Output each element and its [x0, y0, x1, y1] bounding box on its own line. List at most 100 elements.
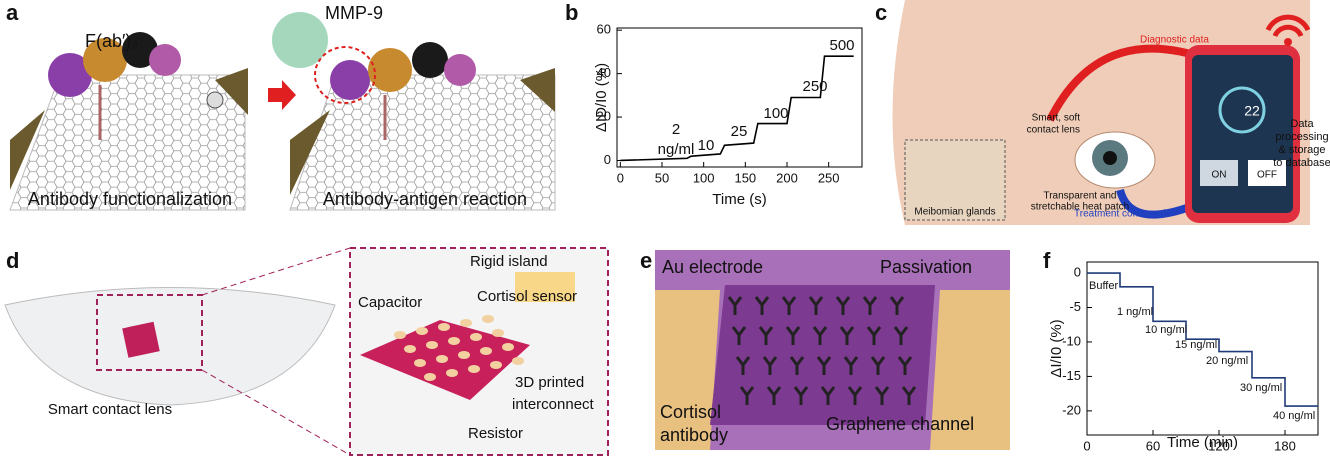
x-tick-label: 0 [1083, 438, 1090, 453]
y-tick-label: -15 [1062, 368, 1081, 383]
panel-label: f [1043, 248, 1051, 273]
panel-label: a [6, 0, 19, 25]
annotation: 100 [763, 105, 788, 122]
pad [458, 351, 470, 359]
y-tick-label: 60 [597, 22, 611, 37]
annotation: Diagnostic data [1140, 35, 1209, 46]
caption: Antibody-antigen reaction [323, 189, 527, 209]
pad [448, 337, 460, 345]
arrow [268, 80, 296, 110]
annotation: & storage [1278, 144, 1325, 156]
y-axis-label: ΔI/I0 (%) [1048, 319, 1065, 377]
annotation: 3D printed [515, 374, 584, 391]
annotation: Transparent and [1043, 191, 1116, 202]
annotation: 15 ng/ml [1175, 339, 1217, 351]
annotation: 25 [731, 123, 748, 140]
y-axis-label: ΔID/I0 (%) [593, 63, 610, 132]
annotation: Graphene channel [826, 414, 974, 434]
annotation: Cortisol sensor [477, 288, 577, 305]
pad [468, 365, 480, 373]
x-tick-label: 200 [776, 170, 798, 185]
pad [492, 329, 504, 337]
annotation: 250 [802, 78, 827, 95]
panel-label: c [875, 0, 887, 25]
x-axis-label: Time (min) [1167, 434, 1238, 451]
zoom-line [202, 248, 350, 295]
panel-c: c Diagnostic data Smart, soft contact le… [875, 0, 1310, 225]
pad [436, 355, 448, 363]
annotation: Au electrode [662, 257, 763, 277]
pad [446, 369, 458, 377]
annotation: 10 ng/ml [1145, 324, 1187, 336]
pad [416, 327, 428, 335]
panel-label: d [6, 248, 19, 273]
button-label: OFF [1257, 170, 1277, 181]
annotation: Cortisol [660, 402, 721, 422]
annotation: Smart, soft [1032, 113, 1081, 124]
annotation: 2 [672, 121, 680, 138]
channel [710, 285, 935, 425]
pad [426, 341, 438, 349]
annotation: Passivation [880, 257, 972, 277]
wifi-icon [1284, 38, 1292, 46]
panel-label: b [565, 0, 578, 25]
x-tick-label: 0 [617, 170, 624, 185]
annotation: Meibomian glands [914, 207, 995, 218]
panel-a: a F(ab′)₂ MMP-9 Antibody functionalizati… [6, 0, 555, 210]
plot-frame [617, 28, 862, 167]
annotation: Treatment command [1074, 209, 1166, 220]
molecule [207, 92, 223, 108]
annotation: Smart contact lens [48, 401, 172, 418]
phone-value: 22 [1244, 103, 1260, 119]
y-tick-label: 0 [1074, 264, 1081, 279]
y-tick-label: -5 [1069, 299, 1081, 314]
data-line [620, 56, 853, 160]
annotation: Resistor [468, 425, 523, 442]
button-label: ON [1212, 170, 1227, 181]
pad [502, 343, 514, 351]
annotation: interconnect [512, 396, 595, 413]
x-tick-label: 180 [1274, 438, 1296, 453]
pad [460, 319, 472, 327]
pad [414, 359, 426, 367]
pad [424, 373, 436, 381]
pad [394, 331, 406, 339]
annotation: 500 [829, 37, 854, 54]
y-tick-label: -20 [1062, 402, 1081, 417]
annotation: Buffer [1089, 280, 1118, 292]
zoom-line [202, 370, 350, 455]
annotation: ng/ml [658, 141, 695, 158]
annotation: to database [1273, 157, 1330, 169]
x-axis-label: Time (s) [712, 191, 766, 208]
x-tick-label: 150 [734, 170, 756, 185]
annotation: contact lens [1027, 125, 1080, 136]
caption: Antibody functionalization [28, 189, 232, 209]
panel-e: e Au electrode Passivation Cortisol anti… [640, 248, 1010, 450]
annotation: Capacitor [358, 294, 422, 311]
pupil [1103, 151, 1117, 165]
x-tick-label: 250 [818, 170, 840, 185]
antigen-label: MMP-9 [325, 3, 383, 23]
annotation: 30 ng/ml [1240, 382, 1282, 394]
pad [482, 315, 494, 323]
annotation: 40 ng/ml [1273, 410, 1315, 422]
page: a F(ab′)₂ MMP-9 Antibody functionalizati… [0, 0, 1330, 462]
annotation: antibody [660, 425, 728, 445]
pad [480, 347, 492, 355]
x-tick-label: 100 [693, 170, 715, 185]
panel-d: d Smart contact lens Rigid island Capaci… [5, 248, 608, 455]
pad [490, 361, 502, 369]
fab-label: F(ab′)₂ [85, 31, 138, 51]
annotation: processing [1275, 131, 1328, 143]
lens [5, 288, 335, 406]
annotation: 20 ng/ml [1206, 355, 1248, 367]
pad [512, 357, 524, 365]
figure: a F(ab′)₂ MMP-9 Antibody functionalizati… [0, 0, 1330, 462]
panel-label: e [640, 248, 652, 273]
pad [438, 323, 450, 331]
y-tick-label: -10 [1062, 333, 1081, 348]
pad [470, 333, 482, 341]
pad [404, 345, 416, 353]
annotation: 10 [698, 137, 715, 154]
annotation: Data [1290, 118, 1314, 130]
